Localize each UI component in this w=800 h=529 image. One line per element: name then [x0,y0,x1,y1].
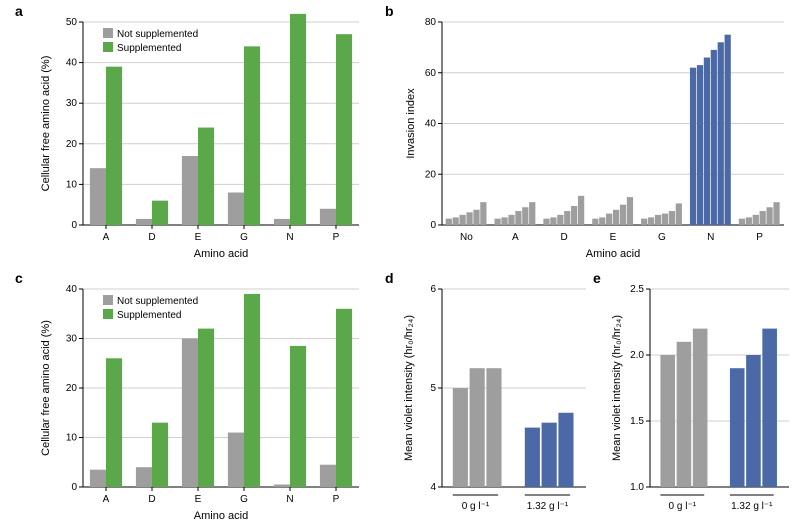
svg-text:0 g l⁻¹: 0 g l⁻¹ [669,501,697,512]
svg-text:Invasion index: Invasion index [405,88,417,159]
svg-text:1.32 g l⁻¹: 1.32 g l⁻¹ [731,501,773,512]
svg-text:5: 5 [430,383,436,394]
svg-text:0: 0 [71,482,77,493]
svg-text:10: 10 [66,433,78,444]
svg-text:1.0: 1.0 [630,482,644,493]
svg-text:1.5: 1.5 [630,416,644,427]
svg-text:Cellular free amino acid (%): Cellular free amino acid (%) [40,56,52,192]
svg-text:6: 6 [430,284,436,295]
svg-text:N: N [286,232,293,243]
chart-d: 4 5 6 0 g l⁻¹ 1.32 g l⁻¹ Mean violet intensit… [400,275,590,525]
svg-text:Amino acid: Amino acid [194,248,248,260]
svg-text:40: 40 [66,58,78,69]
svg-text:Not supplemented: Not supplemented [117,29,198,40]
panel-label-e: e [593,270,601,286]
svg-text:D: D [561,232,568,243]
svg-text:D: D [148,232,155,243]
svg-text:40: 40 [425,119,437,130]
svg-text:A: A [103,232,110,243]
svg-text:4: 4 [430,482,436,493]
svg-text:0: 0 [71,220,77,231]
svg-text:G: G [240,494,248,505]
svg-text:Amino acid: Amino acid [194,510,248,522]
svg-text:A: A [512,232,519,243]
chart-b: 0 20 40 60 80 No A D E G N P Amino acid Invasion inde… [400,8,790,263]
svg-text:20: 20 [66,383,78,394]
svg-text:N: N [707,232,714,243]
svg-text:P: P [756,232,763,243]
svg-text:E: E [195,232,202,243]
svg-text:30: 30 [66,98,78,109]
svg-text:P: P [333,232,340,243]
svg-text:Supplemented: Supplemented [117,43,182,54]
svg-text:0 g l⁻¹: 0 g l⁻¹ [462,501,490,512]
svg-text:1.32 g l⁻¹: 1.32 g l⁻¹ [527,501,569,512]
svg-text:E: E [610,232,617,243]
svg-text:N: N [286,494,293,505]
svg-text:10: 10 [66,179,78,190]
svg-text:20: 20 [425,169,437,180]
svg-text:Amino acid: Amino acid [586,248,640,260]
svg-text:Mean violet intensity (hr₀/hr₂: Mean violet intensity (hr₀/hr₂₄) [403,315,415,461]
chart-a: 0 10 20 30 40 50 A D E G N P Amino acid Cellular free… [35,8,365,263]
svg-text:80: 80 [425,17,437,28]
svg-text:Mean violet intensity (hr₀/hr₂: Mean violet intensity (hr₀/hr₂₄) [611,315,623,461]
svg-text:Cellular free amino acid (%): Cellular free amino acid (%) [40,320,52,456]
svg-text:20: 20 [66,139,78,150]
chart-e: 1.0 1.5 2.0 2.5 0 g l⁻¹ 1.32 g l⁻¹ Mean violet… [608,275,793,525]
svg-text:Supplemented: Supplemented [117,310,182,321]
svg-text:50: 50 [66,17,78,28]
svg-text:Not supplemented: Not supplemented [117,296,198,307]
panel-label-d: d [385,270,394,286]
svg-text:40: 40 [66,284,78,295]
svg-text:G: G [658,232,666,243]
svg-text:E: E [195,494,202,505]
panel-label-a: a [15,3,23,19]
svg-text:D: D [148,494,155,505]
chart-c: 0 10 20 30 40 A D E G N P Amino acid Cellular free a… [35,275,365,525]
svg-text:2.0: 2.0 [630,350,644,361]
svg-text:P: P [333,494,340,505]
panel-label-b: b [385,3,394,19]
svg-text:2.5: 2.5 [630,284,644,295]
svg-text:30: 30 [66,334,78,345]
svg-text:60: 60 [425,68,437,79]
panel-label-c: c [15,270,23,286]
svg-text:A: A [103,494,110,505]
svg-text:0: 0 [430,220,436,231]
svg-text:G: G [240,232,248,243]
svg-text:No: No [460,232,473,243]
